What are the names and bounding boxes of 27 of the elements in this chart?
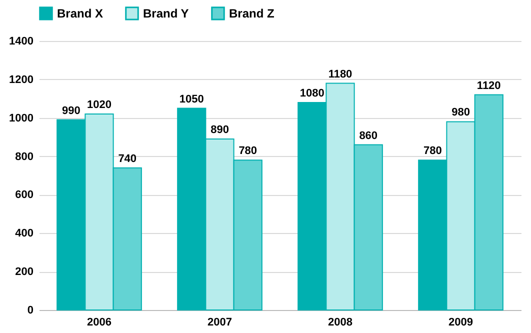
data-label: 980 (452, 106, 470, 119)
legend-label: Brand Y (143, 6, 189, 20)
data-label: 1080 (300, 87, 324, 100)
x-tick-label: 2006 (87, 316, 112, 328)
x-tick-label: 2007 (208, 316, 232, 328)
x-tick-label: 2008 (328, 316, 352, 328)
y-tick-label: 800 (15, 150, 34, 163)
y-tick-label: 400 (15, 228, 34, 240)
data-label: 890 (210, 124, 229, 136)
data-label: 990 (62, 104, 80, 117)
data-label: 780 (238, 145, 258, 158)
y-tick-label: 200 (15, 266, 34, 278)
data-label: 1180 (328, 68, 352, 80)
data-label: 1050 (179, 93, 204, 106)
y-tick-label: 1000 (9, 112, 34, 124)
data-label: 740 (118, 152, 137, 165)
y-tick-label: 600 (15, 189, 34, 202)
x-tick-label: 2009 (448, 316, 473, 328)
legend-label: Brand X (57, 6, 104, 20)
y-tick-label: 0 (27, 304, 34, 316)
data-label: 780 (423, 145, 442, 158)
data-label: 860 (359, 130, 378, 142)
data-label: 1120 (476, 80, 501, 92)
y-tick-label: 1400 (9, 36, 34, 48)
legend-label: Brand Z (229, 6, 274, 20)
y-tick-label: 1200 (9, 74, 34, 86)
data-label: 1020 (87, 99, 112, 112)
